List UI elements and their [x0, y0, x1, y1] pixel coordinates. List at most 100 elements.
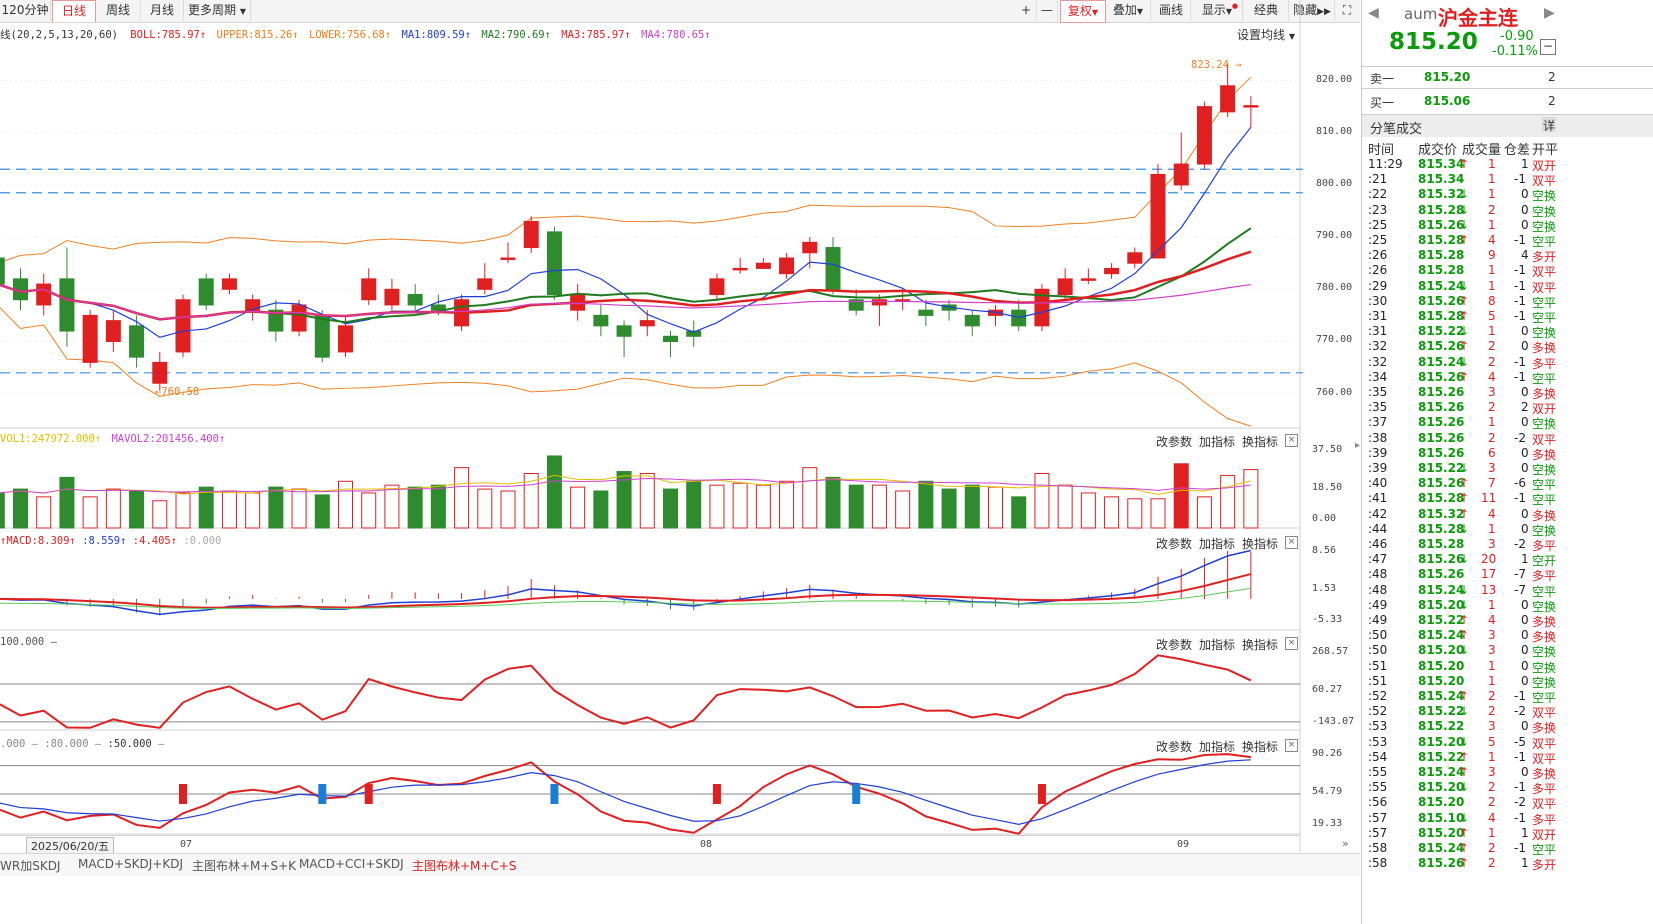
period-daily[interactable]: 日线	[52, 0, 96, 22]
trade-row: :32 815.26 ↑ 2 0 多换	[1362, 339, 1652, 355]
period-120min[interactable]: 120分钟	[0, 0, 51, 21]
panel-add-button[interactable]: 加指标	[1199, 537, 1236, 551]
period-toolbar: 120分钟 日线 周线 月线 更多周期 ▼ + — 复权▼ 叠加▼ 画线 显示▼…	[0, 0, 1360, 23]
trade-diff: -1	[1514, 491, 1526, 506]
panel-params-button[interactable]: 改参数	[1156, 740, 1193, 754]
panel-params-button[interactable]: 改参数	[1156, 638, 1193, 652]
close-icon[interactable]: ×	[1285, 739, 1298, 752]
kdj-cross-marker	[852, 784, 861, 805]
trade-arrow: ↓	[1459, 704, 1470, 719]
trade-type: 双平	[1532, 706, 1557, 721]
trade-volume: 1	[1488, 749, 1496, 764]
classic-button[interactable]: 经典	[1244, 0, 1289, 21]
price-tick: 780.00	[1316, 282, 1353, 294]
close-icon[interactable]: ×	[1285, 637, 1298, 650]
trade-arrow: ↑	[1459, 233, 1470, 247]
scroll-right-icon[interactable]: »	[1342, 837, 1349, 850]
volume-bar	[500, 490, 516, 529]
panel-switch-button[interactable]: 换指标	[1242, 740, 1279, 754]
tab-macd-skdj-kdj[interactable]: MACD+SKDJ+KDJ	[78, 857, 183, 871]
trade-type: 双平	[1532, 280, 1557, 295]
kline-chart[interactable]	[0, 0, 1360, 924]
candle-body	[129, 325, 145, 358]
fullscreen-icon[interactable]: ⛶	[1342, 3, 1352, 17]
zero-value: :0.000	[183, 535, 222, 547]
candle-body	[779, 257, 795, 275]
trade-arrow: ↑	[1459, 613, 1470, 627]
panel-switch-button[interactable]: 换指标	[1242, 537, 1279, 551]
trade-volume: 1	[1488, 187, 1496, 202]
trade-time: :35	[1368, 385, 1388, 399]
set-ma-label: 设置均线	[1237, 28, 1286, 42]
trade-arrow: ↓	[1459, 461, 1470, 475]
panel-params-button[interactable]: 改参数	[1156, 537, 1193, 551]
trade-volume: 3	[1488, 461, 1496, 475]
trade-type: 空平	[1532, 371, 1557, 386]
period-monthly[interactable]: 月线	[141, 0, 184, 21]
collapse-icon[interactable]: −	[1540, 39, 1556, 55]
panel-add-button[interactable]: 加指标	[1199, 638, 1236, 652]
volume-bar	[663, 488, 678, 529]
tab-boll-m-c-s[interactable]: 主图布林+M+C+S	[412, 859, 517, 873]
panel-add-button[interactable]: 加指标	[1199, 740, 1236, 754]
hide-button[interactable]: 隐藏▶▶	[1290, 0, 1335, 21]
tab-boll-m-s-k[interactable]: 主图布林+M+S+K	[192, 859, 297, 873]
kdj-cross-marker	[364, 784, 373, 805]
trade-time: :42	[1368, 506, 1388, 521]
trade-volume: 20	[1481, 552, 1497, 567]
trade-row: :30 815.26 ↑ 8 -1 空平	[1362, 294, 1652, 310]
trade-diff: -1	[1514, 233, 1526, 247]
close-icon[interactable]: ×	[1285, 536, 1298, 549]
trade-diff: -1	[1514, 689, 1526, 703]
panel-switch-button[interactable]: 换指标	[1242, 638, 1279, 652]
cci-tick: 268.57	[1312, 646, 1349, 657]
trade-arrow: ↓	[1459, 354, 1470, 369]
trade-diff: -1	[1514, 172, 1526, 187]
overlay-button[interactable]: 叠加▼	[1106, 0, 1151, 21]
volume-bar	[384, 484, 400, 529]
vol-tick: 18.50	[1312, 482, 1343, 493]
draw-line-button[interactable]: 画线	[1152, 0, 1191, 21]
period-weekly[interactable]: 周线	[96, 0, 141, 21]
lower-value: LOWER:756.68	[309, 29, 385, 41]
splitter-handle[interactable]: ▸	[1355, 440, 1361, 451]
trade-diff: 0	[1521, 202, 1529, 217]
tab-wr-skdj[interactable]: WR加SKDJ	[0, 859, 61, 873]
next-contract-icon[interactable]: ▶	[1544, 5, 1555, 21]
candle-body	[802, 241, 818, 254]
panel-add-button[interactable]: 加指标	[1199, 435, 1236, 449]
trade-price: 815.24	[1418, 354, 1465, 369]
dif-value: :8.559	[82, 535, 121, 547]
zoom-out-button[interactable]: —	[1037, 0, 1058, 21]
trade-price: 815.28	[1418, 233, 1465, 247]
zoom-in-button[interactable]: +	[1016, 0, 1037, 21]
volume-bar	[1173, 463, 1189, 529]
template-tabs: WR加SKDJ MACD+SKDJ+KDJ 主图布林+M+S+K MACD+CC…	[0, 853, 1360, 876]
sell1-volume: 2	[1548, 70, 1556, 84]
trade-row: :46 815.28 3 -2 多平	[1362, 537, 1652, 553]
period-more[interactable]: 更多周期 ▼	[184, 0, 251, 21]
trade-row: :55 815.24 ↑ 3 0 多换	[1362, 765, 1652, 781]
display-button[interactable]: 显示▼ ●	[1192, 0, 1243, 21]
trade-type: 双平	[1532, 265, 1557, 280]
close-icon[interactable]: ×	[1285, 434, 1298, 447]
panel-switch-button[interactable]: 换指标	[1242, 435, 1279, 449]
volume-bar	[36, 496, 52, 529]
prev-contract-icon[interactable]: ◀	[1368, 5, 1379, 21]
trade-volume: 2	[1488, 689, 1496, 703]
trade-price: 815.28	[1418, 309, 1465, 323]
panel-params-button[interactable]: 改参数	[1156, 435, 1193, 449]
trades-detail-button[interactable]: 详	[1542, 117, 1556, 133]
candle-body	[82, 314, 98, 363]
trade-type: 双平	[1532, 174, 1557, 189]
trade-arrow: ↓	[1459, 324, 1470, 339]
volume-bar	[802, 467, 818, 529]
set-ma-button[interactable]: 设置均线 ▼	[1237, 28, 1295, 42]
restore-rights-button[interactable]: 复权▼	[1060, 0, 1106, 23]
tab-macd-cci-skdj[interactable]: MACD+CCI+SKDJ	[299, 857, 404, 871]
trade-time: :51	[1368, 658, 1388, 673]
price-tick: 760.00	[1316, 386, 1353, 398]
volume-bar	[895, 490, 911, 529]
trade-price: 815.26	[1418, 415, 1465, 430]
trade-diff: -6	[1514, 476, 1526, 491]
